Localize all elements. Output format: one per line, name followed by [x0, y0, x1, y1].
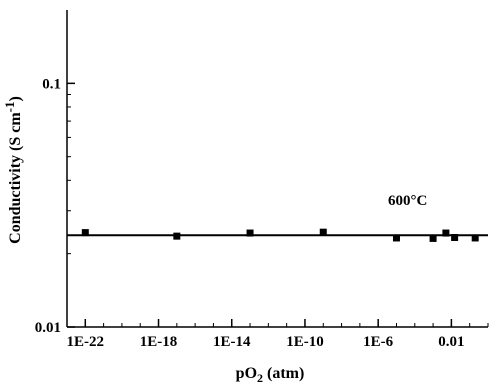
y-tick-label: 0.1	[42, 76, 61, 92]
y-axis-title-sup: -1	[2, 101, 17, 112]
x-tick-label: 0.01	[438, 334, 464, 350]
axes	[66, 10, 489, 328]
data-point	[442, 229, 450, 237]
x-tick-label: 1E-18	[140, 334, 178, 350]
x-axis-title-tail: (atm)	[263, 365, 304, 382]
y-axis-title-base: Conductivity (S cm	[7, 112, 24, 244]
data-point	[81, 229, 89, 237]
data-points	[81, 228, 479, 242]
x-tick-label: 1E-22	[67, 334, 105, 350]
data-point	[173, 232, 181, 240]
data-point	[392, 234, 400, 242]
data-point	[471, 234, 479, 242]
x-tick-label: 1E-10	[286, 334, 324, 350]
y-minor-ticks	[67, 93, 71, 255]
y-axis-title: Conductivity (S cm-1)	[2, 96, 24, 244]
data-point	[451, 233, 459, 241]
x-axis-title: pO2 (atm)	[236, 365, 305, 383]
x-tick-label: 1E-14	[213, 334, 251, 350]
x-ticks: 1E-22 1E-18 1E-14 1E-10 1E-6 0.01	[67, 319, 465, 350]
temperature-annotation: 600°C	[388, 193, 427, 209]
data-point	[429, 234, 437, 242]
x-axis-title-sub: 2	[257, 371, 263, 383]
x-axis-title-base: pO	[236, 365, 257, 382]
y-ticks: 0.01 0.1	[35, 76, 75, 336]
x-tick-label: 1E-6	[363, 334, 394, 350]
y-tick-label: 0.01	[35, 320, 61, 336]
data-point	[319, 228, 327, 236]
y-axis-title-tail: )	[7, 96, 24, 101]
data-point	[246, 229, 254, 237]
